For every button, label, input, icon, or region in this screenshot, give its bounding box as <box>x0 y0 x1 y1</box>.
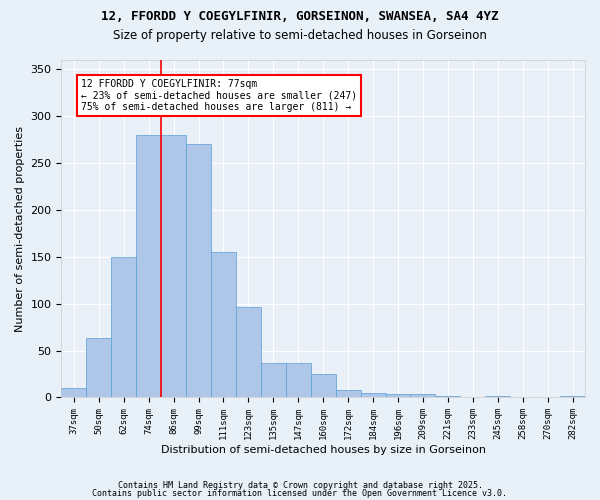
Bar <box>311 374 335 398</box>
Bar <box>261 363 286 398</box>
Bar <box>286 363 311 398</box>
Text: Size of property relative to semi-detached houses in Gorseinon: Size of property relative to semi-detach… <box>113 29 487 42</box>
Bar <box>560 396 585 398</box>
Bar <box>211 252 236 398</box>
Bar <box>111 257 136 398</box>
Bar <box>161 135 186 398</box>
Bar <box>186 144 211 398</box>
Bar <box>61 388 86 398</box>
Bar <box>236 306 261 398</box>
Bar <box>86 338 111 398</box>
Y-axis label: Number of semi-detached properties: Number of semi-detached properties <box>15 126 25 332</box>
Bar <box>361 393 386 398</box>
Text: Contains HM Land Registry data © Crown copyright and database right 2025.: Contains HM Land Registry data © Crown c… <box>118 481 482 490</box>
Text: 12 FFORDD Y COEGYLFINIR: 77sqm
← 23% of semi-detached houses are smaller (247)
7: 12 FFORDD Y COEGYLFINIR: 77sqm ← 23% of … <box>82 78 358 112</box>
Bar <box>335 390 361 398</box>
Bar <box>436 396 460 398</box>
Bar <box>485 396 510 398</box>
Text: Contains public sector information licensed under the Open Government Licence v3: Contains public sector information licen… <box>92 488 508 498</box>
Bar <box>410 394 436 398</box>
X-axis label: Distribution of semi-detached houses by size in Gorseinon: Distribution of semi-detached houses by … <box>161 445 486 455</box>
Bar <box>386 394 410 398</box>
Bar <box>136 135 161 398</box>
Text: 12, FFORDD Y COEGYLFINIR, GORSEINON, SWANSEA, SA4 4YZ: 12, FFORDD Y COEGYLFINIR, GORSEINON, SWA… <box>101 10 499 23</box>
